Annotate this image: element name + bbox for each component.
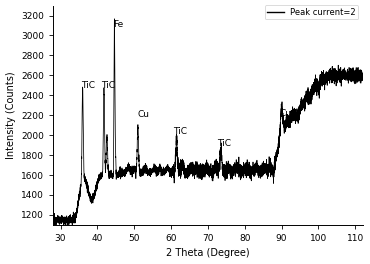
Text: Cu: Cu <box>138 110 150 119</box>
Y-axis label: Intensity (Counts): Intensity (Counts) <box>6 71 16 159</box>
Text: TiC: TiC <box>217 139 231 148</box>
Text: TiC: TiC <box>81 81 95 90</box>
Text: TiC: TiC <box>101 81 115 90</box>
X-axis label: 2 Theta (Degree): 2 Theta (Degree) <box>166 248 250 258</box>
Text: Cu: Cu <box>280 109 292 118</box>
Text: TiC: TiC <box>173 127 187 136</box>
Text: Fe: Fe <box>113 21 123 30</box>
Legend: Peak current=2: Peak current=2 <box>265 5 359 19</box>
